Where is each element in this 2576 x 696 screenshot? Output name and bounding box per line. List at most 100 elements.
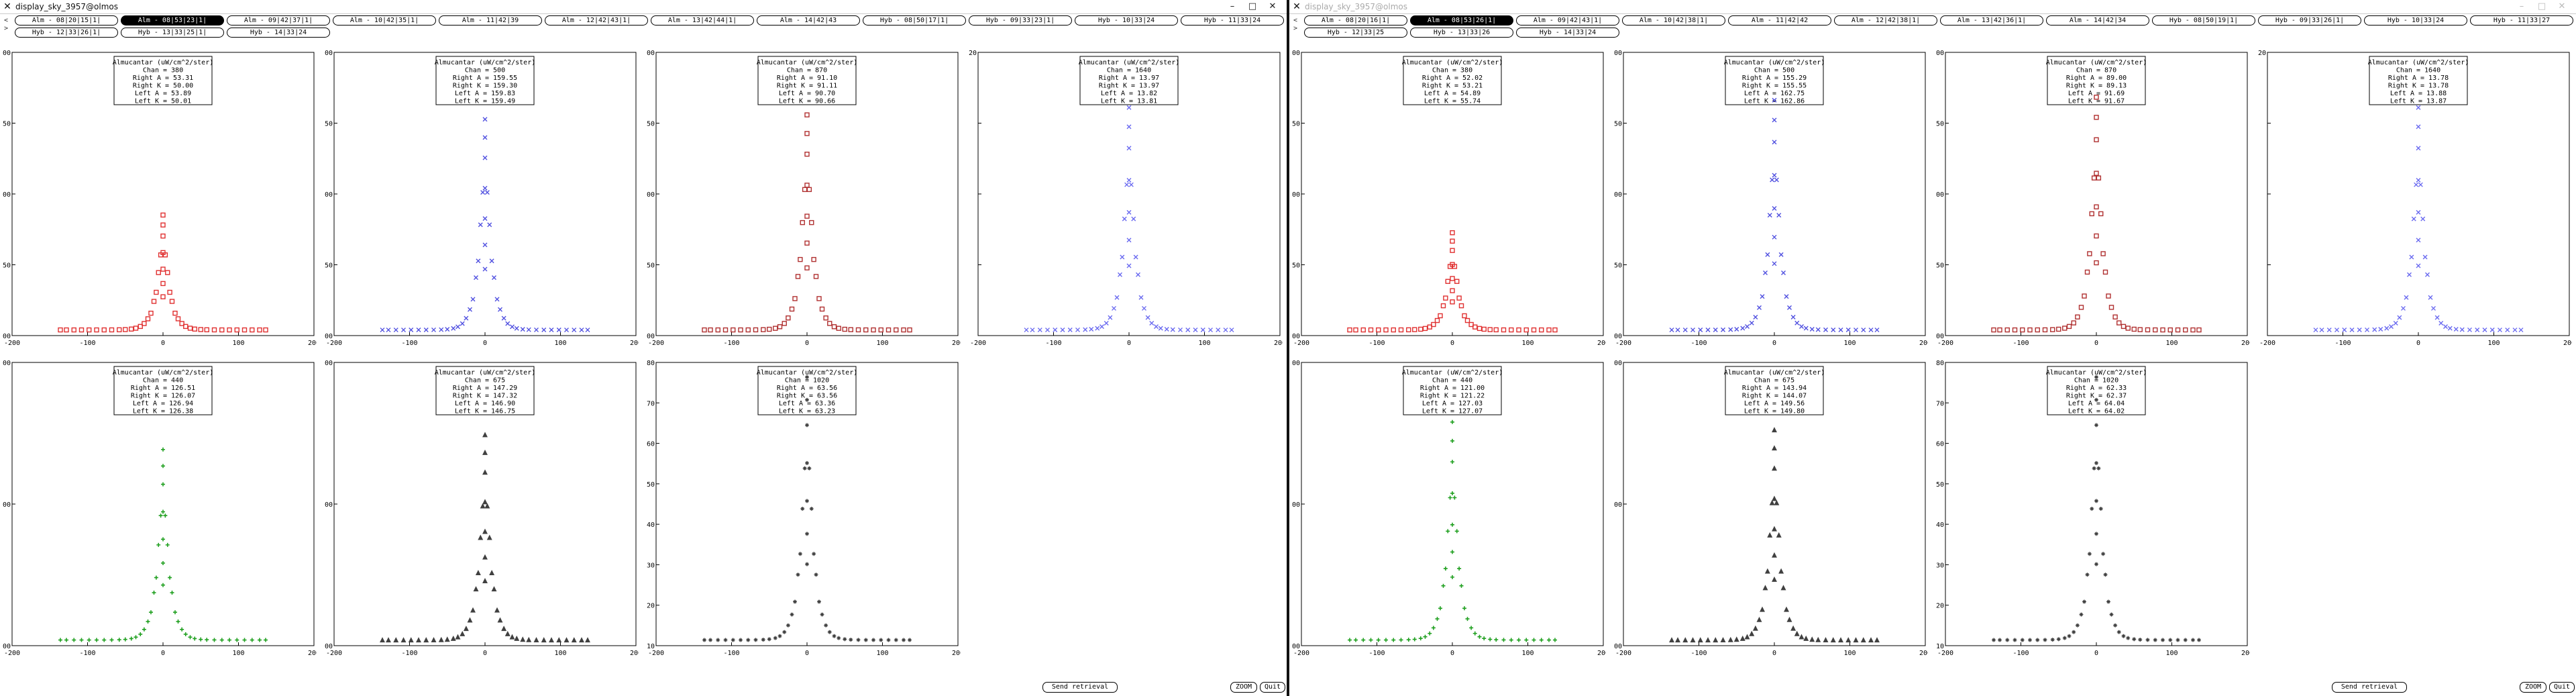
scan-tab[interactable]: Hyb - 10|33|24 xyxy=(1075,15,1178,26)
data-point xyxy=(1037,328,1042,333)
data-point xyxy=(526,636,532,642)
data-point xyxy=(786,623,790,628)
stats-box xyxy=(435,366,535,415)
close-icon[interactable]: ✕ xyxy=(1269,1,1277,11)
scan-tab[interactable]: Hyb - 14|33|24 xyxy=(227,28,330,38)
scan-tab[interactable]: Alm - 08|53|26|1| xyxy=(1410,15,1513,26)
y-tick-label: 200 xyxy=(3,501,11,509)
scan-tab[interactable]: Alm - 11|42|39 xyxy=(439,15,542,26)
channel-label: Chan = 380 xyxy=(143,67,183,74)
data-point xyxy=(1749,320,1754,326)
stat-line: Left A = 159.83 xyxy=(455,90,515,97)
data-point xyxy=(1776,532,1782,538)
title-bar[interactable]: ✕ display_sky_3957@olmos – □ ✕ xyxy=(0,0,1287,14)
data-point xyxy=(380,328,385,333)
scan-tab[interactable]: Alm - 09|42|37|1| xyxy=(227,15,330,26)
data-point xyxy=(1734,327,1739,332)
data-point xyxy=(805,397,809,402)
data-point xyxy=(767,637,771,642)
zoom-button[interactable]: ZOOM xyxy=(1230,682,1257,693)
data-point xyxy=(1803,635,1809,641)
stat-line: Left A = 127.03 xyxy=(1422,400,1483,407)
data-point xyxy=(1462,313,1467,319)
data-point xyxy=(796,573,800,577)
scan-tab[interactable]: Alm - 12|42|38|1| xyxy=(1834,15,1937,26)
data-point xyxy=(2062,636,2067,640)
scan-tab[interactable]: Alm - 08|20|16|1| xyxy=(1304,15,1407,26)
data-point xyxy=(1418,636,1423,641)
close-icon[interactable]: ✕ xyxy=(2558,1,2566,11)
title-bar[interactable]: ✕ display_sky_3957@olmos – □ ✕ xyxy=(1289,0,2576,14)
data-point xyxy=(2153,638,2157,642)
data-point xyxy=(1739,635,1746,641)
scan-tab[interactable]: Alm - 14|42|43 xyxy=(757,15,860,26)
data-point xyxy=(1830,637,1836,643)
scan-tab[interactable]: Hyb - 13|33|26 xyxy=(1410,28,1513,38)
data-point xyxy=(1733,636,1739,642)
data-point xyxy=(871,638,875,642)
scan-tab[interactable]: Alm - 14|42|34 xyxy=(2046,15,2149,26)
stat-line: Right A = 159.55 xyxy=(453,74,517,82)
scan-tab[interactable]: Alm - 13|42|44|1| xyxy=(651,15,754,26)
scan-tab[interactable]: Alm - 09|42|43|1| xyxy=(1516,15,1619,26)
data-point xyxy=(715,327,720,333)
data-point xyxy=(2075,623,2080,628)
scan-tab[interactable]: Hyb - 11|33|24 xyxy=(1181,15,1284,26)
data-point xyxy=(1991,327,1996,333)
minimize-icon[interactable]: – xyxy=(2519,1,2524,11)
data-point xyxy=(786,315,791,321)
maximize-icon[interactable]: □ xyxy=(1248,1,1257,11)
scan-tab[interactable]: Alm - 11|42|42 xyxy=(1728,15,1831,26)
data-point xyxy=(1472,324,1478,330)
y-tick-label: 250 xyxy=(3,262,11,270)
scan-tab[interactable]: Hyb - 09|33|26|1| xyxy=(2258,15,2361,26)
almucantar-plot: 400350300250200-200-1000100200Almucantar… xyxy=(325,50,639,347)
scan-tab[interactable]: Hyb - 08|50|19|1| xyxy=(2152,15,2255,26)
scan-tab[interactable]: Hyb - 14|33|24 xyxy=(1516,28,1619,38)
send-retrieval-button[interactable]: Send retrieval xyxy=(2332,682,2407,693)
data-point xyxy=(1445,279,1450,284)
scan-tab[interactable]: Alm - 10|42|38|1| xyxy=(1622,15,1725,26)
data-point xyxy=(1368,638,1373,642)
quit-button[interactable]: Quit xyxy=(2549,682,2575,693)
x-tick-label: 0 xyxy=(2416,340,2420,347)
tab-scroll-arrows-icon[interactable]: < > xyxy=(1293,17,1298,32)
scan-tab[interactable]: Alm - 13|42|36|1| xyxy=(1940,15,2043,26)
data-point xyxy=(2161,638,2165,642)
scan-tab[interactable]: Hyb - 11|33|27 xyxy=(2470,15,2573,26)
data-point xyxy=(1126,105,1132,110)
scan-tab[interactable]: Alm - 08|20|15|1| xyxy=(15,15,118,26)
scan-tab[interactable]: Hyb - 12|33|26|1| xyxy=(15,28,118,38)
scan-tab[interactable]: Hyb - 09|33|23|1| xyxy=(969,15,1072,26)
data-point xyxy=(463,626,469,632)
send-retrieval-button[interactable]: Send retrieval xyxy=(1042,682,1118,693)
data-point xyxy=(173,610,177,615)
data-point xyxy=(2482,328,2487,333)
x-tick-label: -200 xyxy=(1293,340,1309,347)
data-point xyxy=(520,636,526,642)
data-point xyxy=(526,327,531,332)
quit-button[interactable]: Quit xyxy=(1260,682,1285,693)
scan-tab[interactable]: Hyb - 12|33|25 xyxy=(1304,28,1407,38)
scan-tab[interactable]: Alm - 08|53|23|1| xyxy=(121,15,224,26)
y-tick-label: 300 xyxy=(3,360,11,367)
data-point xyxy=(819,306,825,312)
data-point xyxy=(1853,637,1859,643)
scan-tab[interactable]: Hyb - 10|33|24 xyxy=(2364,15,2467,26)
zoom-button[interactable]: ZOOM xyxy=(2520,682,2546,693)
scan-tab[interactable]: Alm - 10|42|35|1| xyxy=(333,15,436,26)
data-point xyxy=(777,324,783,330)
data-point xyxy=(2393,321,2398,326)
minimize-icon[interactable]: – xyxy=(1230,1,1235,11)
data-point xyxy=(170,591,174,595)
data-point xyxy=(180,627,184,632)
data-point xyxy=(1126,178,1132,183)
data-point xyxy=(812,552,816,556)
data-point xyxy=(2004,327,2010,333)
tab-scroll-arrows-icon[interactable]: < > xyxy=(4,17,9,32)
scan-tab[interactable]: Hyb - 08|50|17|1| xyxy=(863,15,966,26)
scan-tab[interactable]: Hyb - 13|33|25|1| xyxy=(121,28,224,38)
maximize-icon[interactable]: □ xyxy=(2537,1,2546,11)
data-point xyxy=(2349,328,2355,333)
scan-tab[interactable]: Alm - 12|42|43|1| xyxy=(545,15,648,26)
